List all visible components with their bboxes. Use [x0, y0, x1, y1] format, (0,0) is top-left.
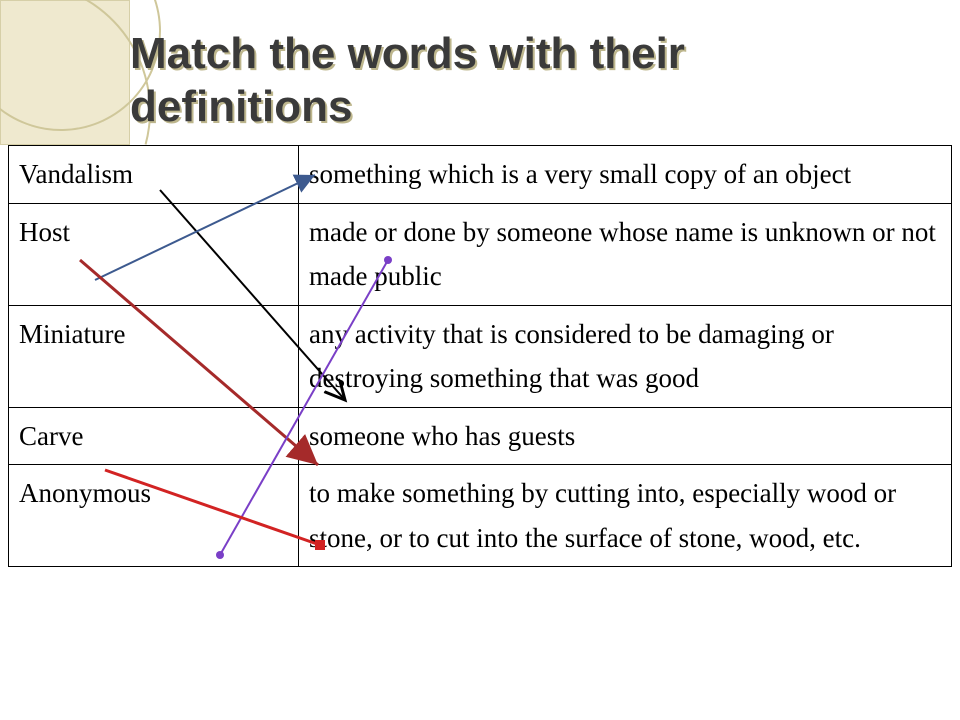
table-row: Miniature any activity that is considere… — [9, 305, 952, 407]
definition-cell: someone who has guests — [299, 407, 952, 465]
slide-title: Match the words with their definitions — [130, 28, 890, 134]
word-cell: Miniature — [9, 305, 299, 407]
definition-cell: something which is a very small copy of … — [299, 146, 952, 204]
matching-table: Vandalism something which is a very smal… — [8, 145, 952, 567]
word-cell: Carve — [9, 407, 299, 465]
decorative-corner-box — [0, 0, 130, 145]
table-row: Vandalism something which is a very smal… — [9, 146, 952, 204]
definition-cell: to make something by cutting into, espec… — [299, 465, 952, 567]
definition-cell: made or done by someone whose name is un… — [299, 203, 952, 305]
word-cell: Vandalism — [9, 146, 299, 204]
table-row: Carve someone who has guests — [9, 407, 952, 465]
word-cell: Host — [9, 203, 299, 305]
table-row: Host made or done by someone whose name … — [9, 203, 952, 305]
table-row: Anonymous to make something by cutting i… — [9, 465, 952, 567]
word-cell: Anonymous — [9, 465, 299, 567]
definition-cell: any activity that is considered to be da… — [299, 305, 952, 407]
